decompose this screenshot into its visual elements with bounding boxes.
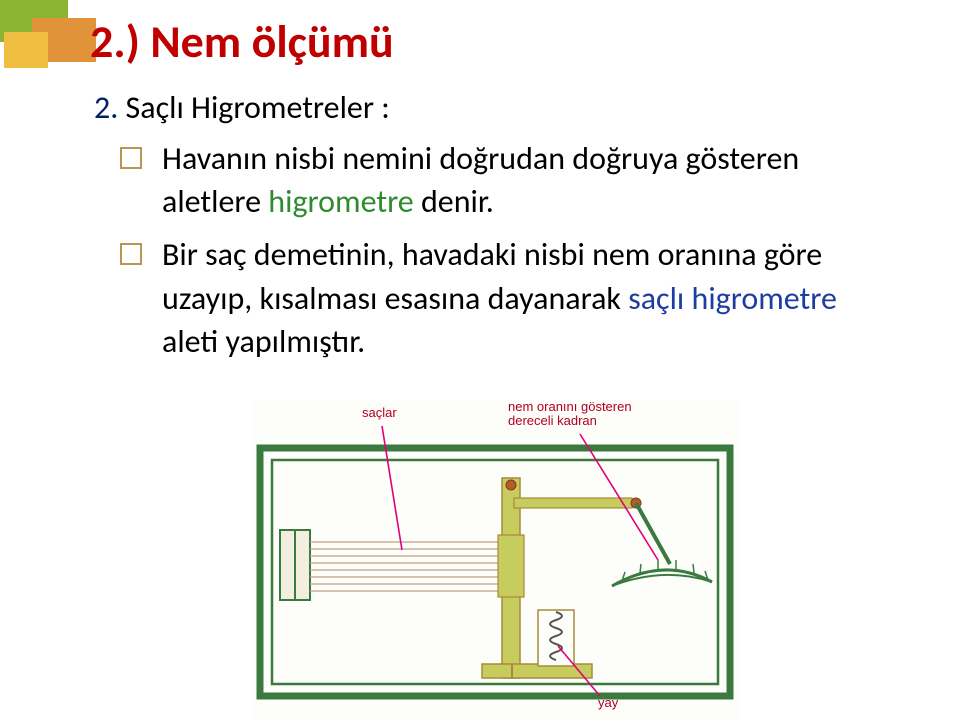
text-segment: saçlı higrometre — [628, 279, 837, 318]
subtitle-number: 2. — [94, 88, 126, 127]
bullet-item: Havanın nisbi nemini doğrudan doğruya gö… — [120, 137, 900, 223]
hygrometer-diagram: saçlar nem oranını gösteren dereceli kad… — [250, 400, 740, 720]
text-segment: higrometre — [268, 182, 421, 221]
bullet-list: Havanın nisbi nemini doğrudan doğruya gö… — [90, 137, 900, 363]
slide-content: 2.) Nem ölçümü 2. Saçlı Higrometreler : … — [90, 14, 900, 373]
text-segment: aleti yapılmıştır. — [162, 322, 365, 361]
bullet-item: Bir saç demetinin, havadaki nisbi nem or… — [120, 233, 900, 363]
slide-title: 2.) Nem ölçümü — [90, 14, 900, 70]
slide-subtitle: 2. Saçlı Higrometreler : — [94, 88, 900, 127]
diagram-svg — [250, 400, 740, 720]
text-segment: denir. — [421, 182, 494, 221]
corner-block-yellow — [4, 32, 48, 68]
subtitle-text: Saçlı Higrometreler : — [126, 88, 390, 127]
